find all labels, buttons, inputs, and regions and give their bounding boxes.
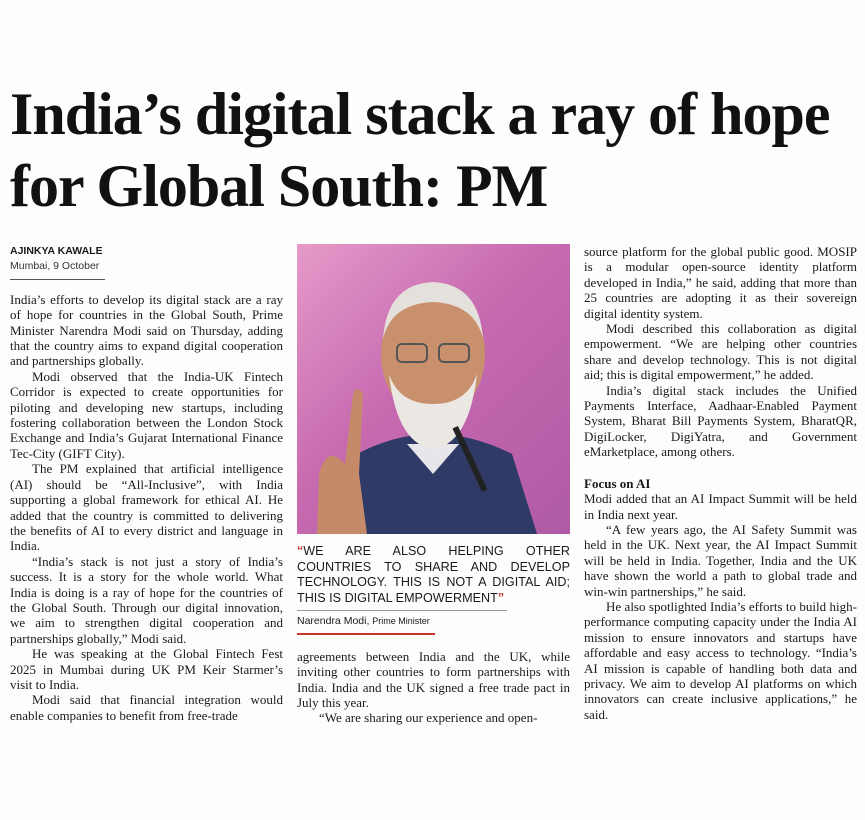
article-body: AJINKYA KAWALE Mumbai, 9 October India’s… bbox=[10, 244, 857, 726]
column-1: AJINKYA KAWALE Mumbai, 9 October India’s… bbox=[10, 244, 283, 723]
quote-attribution: Narendra Modi, Prime Minister bbox=[297, 614, 435, 635]
paragraph: “India’s stack is not just a story of In… bbox=[10, 553, 283, 646]
author: AJINKYA KAWALE bbox=[10, 245, 103, 257]
paragraph: “A few years ago, the AI Safety Summit w… bbox=[584, 521, 857, 599]
portrait-illustration bbox=[317, 282, 537, 534]
dateline: Mumbai, 9 October bbox=[10, 260, 100, 273]
paragraph: “We are sharing our experience and open- bbox=[319, 710, 538, 726]
column-2-text: agreements between India and the UK, whi… bbox=[297, 649, 570, 726]
column-2: “WE ARE ALSO HELPING OTHER COUNTRIES TO … bbox=[297, 244, 570, 726]
speaker-role: Prime Minister bbox=[372, 616, 430, 627]
subheading: Focus on AI bbox=[584, 475, 651, 491]
pull-quote: “WE ARE ALSO HELPING OTHER COUNTRIES TO … bbox=[297, 544, 570, 606]
close-quote-icon: ” bbox=[497, 590, 505, 605]
paragraph: Modi observed that the India-UK Fintech … bbox=[10, 368, 283, 461]
paragraph: He was speaking at the Global Fintech Fe… bbox=[10, 646, 283, 692]
divider bbox=[297, 610, 507, 612]
paragraph: Modi added that an AI Impact Summit will… bbox=[584, 491, 857, 522]
byline: AJINKYA KAWALE Mumbai, 9 October bbox=[10, 244, 105, 280]
paragraph: Modi said that financial integration wou… bbox=[10, 692, 283, 723]
photo-narendra-modi bbox=[297, 244, 570, 534]
column-3: source platform for the global public go… bbox=[584, 244, 857, 722]
paragraph: agreements between India and the UK, whi… bbox=[297, 648, 570, 710]
paragraph: The PM explained that artificial intelli… bbox=[10, 461, 283, 554]
paragraph: source platform for the global public go… bbox=[584, 244, 857, 321]
headline: India’s digital stack a ray of hope for … bbox=[10, 81, 831, 219]
paragraph: India’s efforts to develop its digital s… bbox=[10, 291, 283, 369]
open-quote-icon: “ bbox=[297, 544, 304, 558]
pull-quote-text: WE ARE ALSO HELPING OTHER COUNTRIES TO S… bbox=[297, 544, 570, 605]
paragraph: Modi described this collaboration as dig… bbox=[584, 321, 857, 383]
paragraph: He also spotlighted India’s efforts to b… bbox=[584, 598, 857, 722]
speaker-name: Narendra Modi, bbox=[297, 615, 370, 628]
paragraph: India’s digital stack includes the Unifi… bbox=[584, 382, 857, 460]
